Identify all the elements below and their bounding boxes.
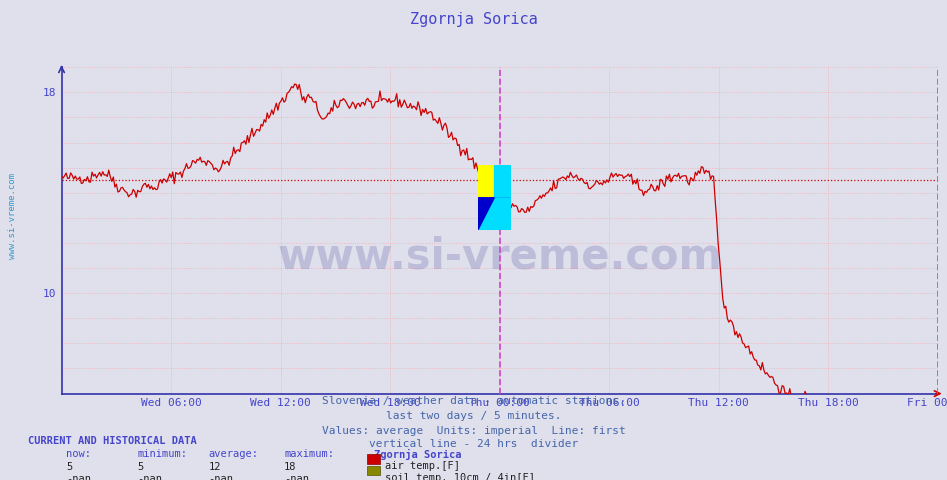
- Text: average:: average:: [208, 449, 259, 459]
- Bar: [494, 198, 511, 230]
- Polygon shape: [477, 165, 511, 230]
- Text: -nan: -nan: [137, 474, 162, 480]
- Text: 18: 18: [284, 462, 296, 472]
- Text: now:: now:: [66, 449, 91, 459]
- Text: CURRENT AND HISTORICAL DATA: CURRENT AND HISTORICAL DATA: [28, 436, 197, 446]
- Bar: [477, 165, 494, 198]
- Text: minimum:: minimum:: [137, 449, 188, 459]
- Text: maximum:: maximum:: [284, 449, 334, 459]
- Text: Zgornja Sorica: Zgornja Sorica: [374, 449, 461, 460]
- Text: www.si-vreme.com: www.si-vreme.com: [8, 173, 17, 259]
- Text: 5: 5: [66, 462, 73, 472]
- Text: 5: 5: [137, 462, 144, 472]
- Text: Zgornja Sorica: Zgornja Sorica: [410, 12, 537, 27]
- Bar: [494, 165, 511, 198]
- Polygon shape: [477, 165, 511, 230]
- Polygon shape: [477, 198, 494, 230]
- Text: soil temp. 10cm / 4in[F]: soil temp. 10cm / 4in[F]: [385, 473, 535, 480]
- Bar: [477, 165, 494, 198]
- Text: -nan: -nan: [284, 474, 309, 480]
- Text: air temp.[F]: air temp.[F]: [385, 461, 460, 471]
- Polygon shape: [477, 198, 511, 230]
- Text: -nan: -nan: [208, 474, 233, 480]
- Text: Slovenia / weather data - automatic stations.: Slovenia / weather data - automatic stat…: [322, 396, 625, 406]
- Text: vertical line - 24 hrs  divider: vertical line - 24 hrs divider: [369, 439, 578, 449]
- Text: www.si-vreme.com: www.si-vreme.com: [277, 236, 722, 277]
- Text: -nan: -nan: [66, 474, 91, 480]
- Bar: [494, 198, 511, 230]
- Text: 12: 12: [208, 462, 221, 472]
- Text: last two days / 5 minutes.: last two days / 5 minutes.: [385, 411, 562, 421]
- Text: Values: average  Units: imperial  Line: first: Values: average Units: imperial Line: fi…: [322, 426, 625, 436]
- Bar: [494, 165, 511, 198]
